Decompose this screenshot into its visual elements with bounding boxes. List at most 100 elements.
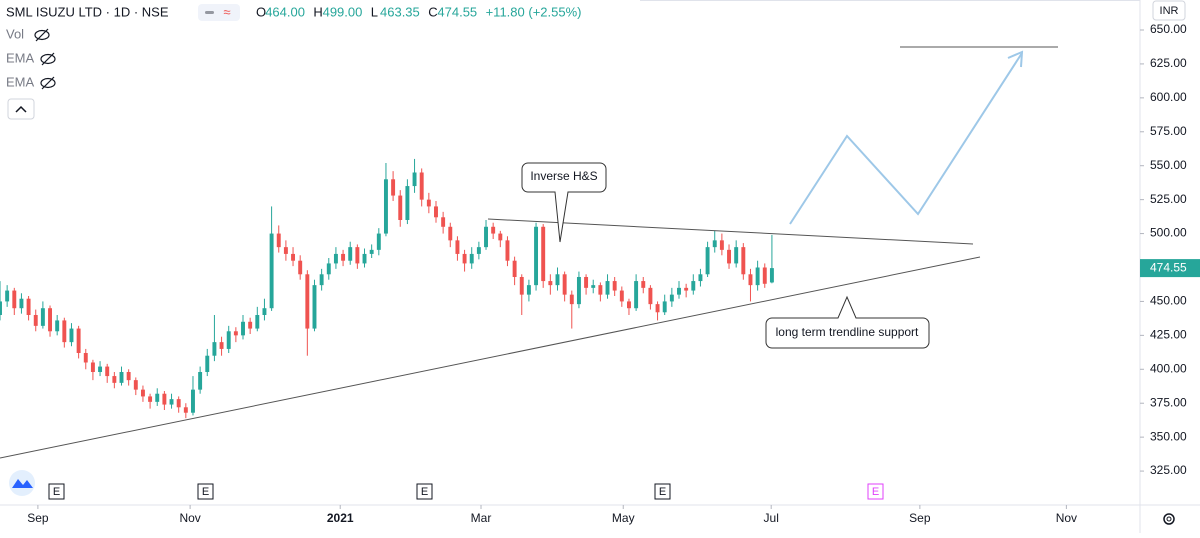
candle-body bbox=[705, 247, 710, 275]
currency-button[interactable] bbox=[1152, 0, 1186, 21]
ohlc-key: C bbox=[428, 4, 437, 19]
ohlc-value: 499.00 bbox=[323, 4, 363, 19]
x-tick-label: Jul bbox=[764, 511, 779, 525]
annotation: Inverse H&S bbox=[530, 169, 597, 183]
candle-body bbox=[362, 253, 367, 264]
candle-body bbox=[62, 320, 67, 343]
candle-body bbox=[48, 308, 52, 332]
x-tick-label: Mar bbox=[471, 511, 492, 525]
candle-body bbox=[148, 396, 153, 402]
hidden-eye-slash bbox=[41, 52, 55, 66]
candle-body bbox=[419, 172, 424, 200]
candle-body bbox=[269, 233, 274, 309]
ohlc-value: 464.00 bbox=[265, 4, 305, 19]
x-tick-label: Nov bbox=[179, 511, 200, 525]
indicator-name: EMA bbox=[6, 50, 35, 65]
candle-body bbox=[155, 393, 160, 402]
compare-toggle[interactable] bbox=[198, 4, 240, 21]
earnings-label: E bbox=[202, 486, 209, 498]
hidden-eye-icon[interactable] bbox=[34, 29, 50, 41]
earnings-marker[interactable] bbox=[197, 483, 214, 500]
candle-body bbox=[741, 247, 746, 275]
candle-body bbox=[369, 249, 374, 254]
candle-body bbox=[126, 371, 131, 381]
projection-path bbox=[789, 52, 1023, 225]
candle-body bbox=[691, 281, 696, 291]
candle-body bbox=[241, 321, 245, 336]
candle-body bbox=[341, 253, 346, 261]
candle-body bbox=[262, 308, 267, 315]
candle-body bbox=[762, 267, 767, 284]
y-tick-label: 400.00 bbox=[1150, 361, 1187, 375]
candle-body bbox=[383, 179, 388, 234]
x-tick-label: Sep bbox=[909, 511, 931, 525]
candle-body bbox=[391, 179, 396, 196]
candle-body bbox=[434, 206, 438, 218]
settings-icon[interactable] bbox=[1163, 513, 1175, 525]
candle-body bbox=[698, 274, 703, 282]
candle-body bbox=[669, 294, 674, 302]
candle-body bbox=[769, 268, 774, 283]
ohlc-legend: O 464.00 H 499.00 L 463.35 C 474.55 +11.80 (+2.5… bbox=[256, 4, 581, 19]
ohlc-value: 463.35 bbox=[380, 4, 420, 19]
annotation: long term trendline support bbox=[776, 325, 919, 339]
candle-body bbox=[405, 186, 410, 220]
hidden-eye-icon[interactable] bbox=[40, 77, 56, 89]
y-tick-label: 625.00 bbox=[1150, 56, 1187, 70]
candle-body bbox=[612, 281, 617, 291]
hidden-eye-slash bbox=[35, 28, 49, 42]
candle-body bbox=[498, 233, 503, 241]
ohlc-change: +11.80 (+2.55%) bbox=[486, 4, 582, 19]
candle-body bbox=[226, 331, 231, 349]
last-price-label: 474.55 bbox=[1150, 260, 1187, 274]
indicator-list: Vol EMA EMA bbox=[6, 26, 56, 89]
candle-body bbox=[90, 362, 95, 372]
candle-body bbox=[233, 331, 238, 336]
candle-body bbox=[541, 226, 546, 282]
candle-body bbox=[83, 352, 88, 363]
y-tick-label: 575.00 bbox=[1150, 124, 1187, 138]
hidden-eye-icon[interactable] bbox=[40, 53, 56, 65]
candle-body bbox=[455, 240, 460, 254]
candle-body bbox=[40, 308, 45, 326]
y-tick-label: 325.00 bbox=[1150, 463, 1187, 477]
candle-body bbox=[534, 226, 539, 286]
candle-body bbox=[12, 290, 17, 309]
plot bbox=[0, 158, 774, 419]
candle-body bbox=[198, 371, 203, 390]
candle-body bbox=[448, 226, 453, 241]
candle-body bbox=[684, 287, 689, 291]
candle-body bbox=[469, 253, 474, 264]
callout bbox=[521, 162, 607, 243]
earnings-marker[interactable] bbox=[867, 483, 884, 500]
candle-body bbox=[133, 380, 138, 390]
earnings-marker[interactable] bbox=[654, 483, 671, 500]
candle-body bbox=[98, 366, 103, 372]
indicator-name: EMA bbox=[6, 74, 35, 89]
earnings-marker[interactable] bbox=[48, 483, 65, 500]
resistance-trendline bbox=[487, 218, 974, 245]
logo[interactable] bbox=[9, 470, 35, 496]
candle-body bbox=[505, 240, 510, 261]
y-tick-label: 525.00 bbox=[1150, 192, 1187, 206]
candle-body bbox=[76, 328, 81, 353]
x-tick-label: Sep bbox=[27, 511, 49, 525]
collapse-button[interactable] bbox=[7, 98, 35, 120]
candle-body bbox=[119, 371, 124, 383]
candle-body bbox=[219, 342, 224, 349]
candle-body bbox=[19, 298, 24, 309]
candle-body bbox=[555, 274, 560, 286]
earnings-marker[interactable] bbox=[416, 483, 433, 500]
projection-arrowhead bbox=[1007, 50, 1024, 68]
candle-body bbox=[512, 260, 517, 277]
candle-body bbox=[298, 260, 303, 275]
candle-body bbox=[112, 376, 117, 383]
candle-body bbox=[169, 399, 174, 405]
earnings-label: E bbox=[53, 486, 60, 498]
ohlc-key: O bbox=[256, 4, 266, 19]
candle-body bbox=[333, 253, 338, 264]
last-price-badge bbox=[1140, 259, 1200, 278]
candle-body bbox=[69, 328, 74, 343]
candle-body bbox=[748, 274, 753, 286]
